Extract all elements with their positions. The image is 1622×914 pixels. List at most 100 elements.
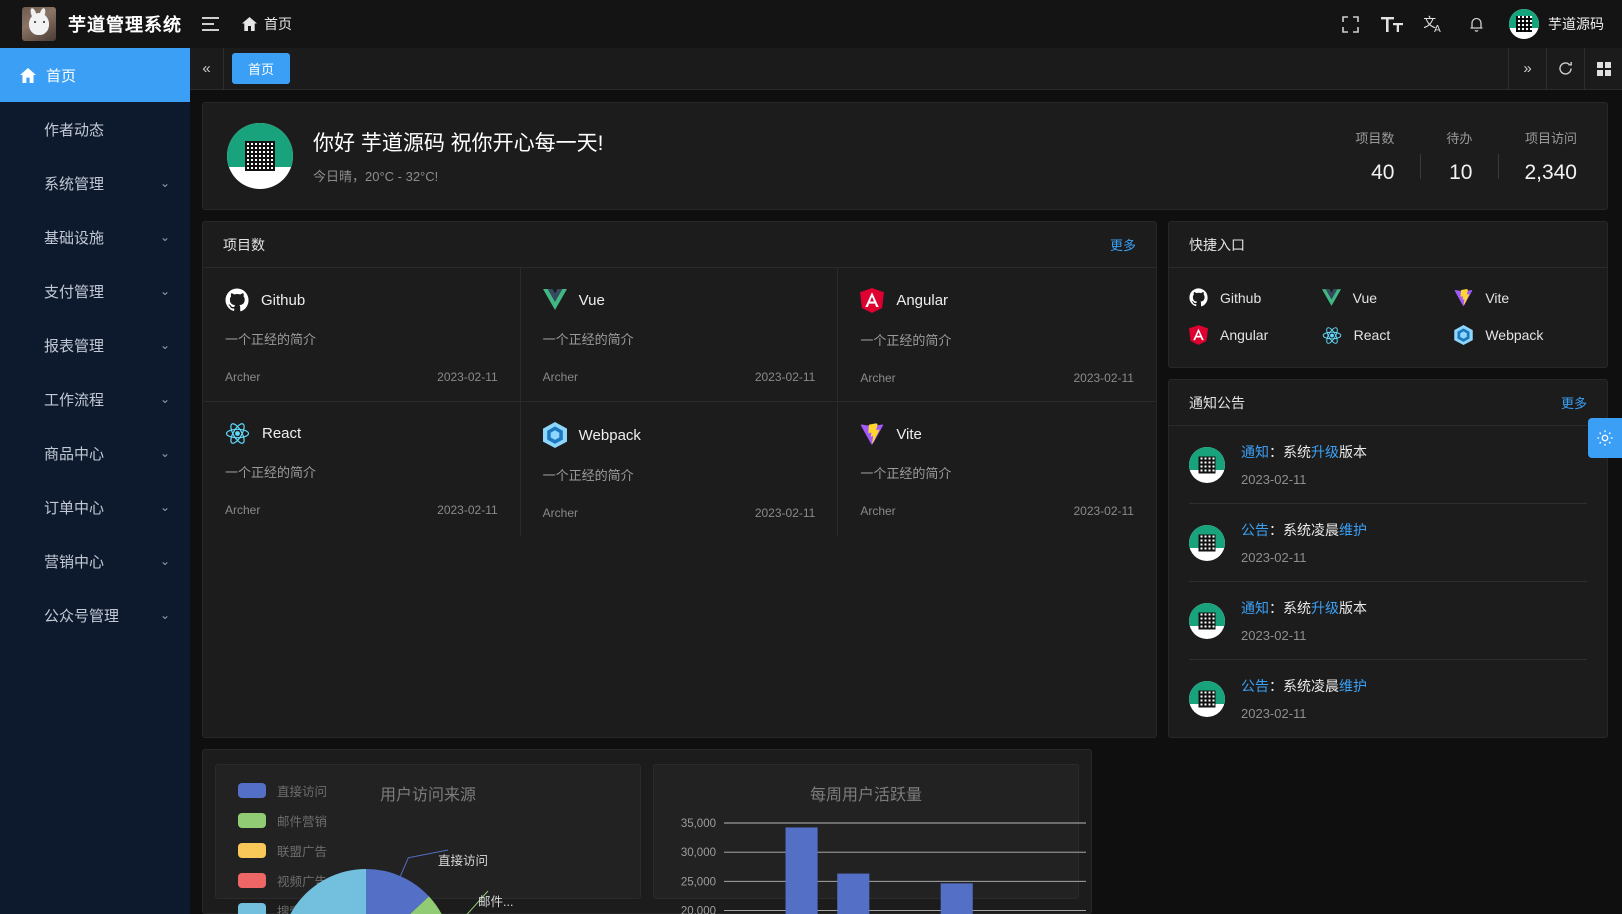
stat-projects: 项目数 40 <box>1329 128 1420 185</box>
projects-panel: 项目数 更多 Github 一个正 <box>202 221 1157 738</box>
grid-icon[interactable] <box>1584 47 1622 90</box>
fullscreen-icon[interactable] <box>1331 0 1369 48</box>
notices-list: 通知：系统升级版本 2023-02-11 公告：系统凌晨维护 2023-02-1… <box>1169 426 1607 737</box>
sidebar-item-label: 订单中心 <box>44 499 105 517</box>
app-logo-icon <box>22 7 56 41</box>
project-name: Angular <box>896 292 949 309</box>
react-icon <box>1322 326 1342 345</box>
legend-item[interactable]: 视频广告 <box>238 871 327 890</box>
chevron-down-icon: ⌄ <box>159 284 170 298</box>
sidebar-item-workflow[interactable]: 工作流程 ⌄ <box>0 372 190 426</box>
sidebar-item-product[interactable]: 商品中心 ⌄ <box>0 426 190 480</box>
sidebar-item-author-news[interactable]: 作者动态 <box>0 102 190 156</box>
pie-svg <box>280 849 489 914</box>
gear-icon <box>1596 429 1614 447</box>
quick-item-github[interactable]: Github <box>1189 288 1322 307</box>
stat-value: 2,340 <box>1524 160 1577 184</box>
y-tick-label: 30,000 <box>681 847 716 859</box>
hamburger-icon[interactable] <box>190 0 230 48</box>
chevron-down-icon: ⌄ <box>159 608 170 622</box>
font-size-icon[interactable] <box>1373 0 1411 48</box>
project-date: 2023-02-11 <box>437 503 498 517</box>
list-item[interactable]: 公告：系统凌晨维护 2023-02-11 <box>1189 504 1587 582</box>
bar-svg: 05,00010,00015,00020,00025,00030,00035,0… <box>681 818 1086 914</box>
chevron-down-icon: ⌄ <box>159 176 170 190</box>
stat-label: 项目数 <box>1355 130 1395 146</box>
chart-title: 每周用户活跃量 <box>809 787 922 804</box>
chevron-double-left-icon[interactable]: « <box>190 47 224 90</box>
pie-slice[interactable] <box>280 869 418 914</box>
brand[interactable]: 芋道管理系统 <box>0 7 190 41</box>
notice-date: 2023-02-11 <box>1241 706 1307 721</box>
chevron-down-icon: ⌄ <box>159 554 170 568</box>
tab-home[interactable]: 首页 <box>232 53 291 84</box>
quick-item-vite[interactable]: Vite <box>1454 288 1587 307</box>
legend-label: 视频广告 <box>277 875 328 889</box>
list-item[interactable]: 通知：系统升级版本 2023-02-11 <box>1189 582 1587 660</box>
legend-item[interactable]: 直接访问 <box>238 781 327 800</box>
chevron-double-right-icon[interactable]: » <box>1508 47 1546 90</box>
project-name: Vue <box>578 291 605 309</box>
refresh-icon[interactable] <box>1546 47 1584 90</box>
bar[interactable] <box>785 827 818 914</box>
project-author: Archer <box>542 370 578 384</box>
sidebar-item-label: 基础设施 <box>44 229 105 247</box>
sidebar-item-infra[interactable]: 基础设施 ⌄ <box>0 210 190 264</box>
project-card[interactable]: React 一个正经的简介 Archer 2023-02-11 <box>203 402 521 536</box>
quick-item-angular[interactable]: Angular <box>1189 325 1322 345</box>
bell-icon[interactable] <box>1457 0 1495 48</box>
list-item[interactable]: 公告：系统凌晨维护 2023-02-11 <box>1189 660 1587 737</box>
sidebar: 首页 作者动态 系统管理 ⌄ 基础设施 ⌄ 支付管理 ⌄ 报表管理 ⌄ <box>0 48 190 914</box>
chevron-down-icon: ⌄ <box>159 446 170 460</box>
charts-panel: 用户访问来源 直接访问 邮件营销 联盟广告 视频广告 搜索引擎 直接访问 邮件.… <box>202 749 1092 914</box>
projects-more-link[interactable]: 更多 <box>1109 238 1136 253</box>
notice-date: 2023-02-11 <box>1241 628 1307 643</box>
project-card[interactable]: Vue 一个正经的简介 Archer 2023-02-11 <box>520 268 839 402</box>
list-item[interactable]: 通知：系统升级版本 2023-02-11 <box>1189 426 1587 504</box>
sidebar-item-system[interactable]: 系统管理 ⌄ <box>0 156 190 210</box>
project-card[interactable]: Angular 一个正经的简介 Archer 2023-02-11 <box>838 268 1156 402</box>
notice-avatar <box>1189 680 1225 717</box>
breadcrumb[interactable]: 首页 <box>242 14 292 34</box>
chart-title: 用户访问来源 <box>379 787 476 804</box>
quick-item-label: Angular <box>1220 327 1269 343</box>
pie-leader-line <box>466 890 489 914</box>
project-date: 2023-02-11 <box>754 506 816 520</box>
sidebar-item-order[interactable]: 订单中心 ⌄ <box>0 480 190 534</box>
quick-item-react[interactable]: React <box>1322 325 1455 345</box>
settings-drawer-button[interactable] <box>1588 418 1622 458</box>
sidebar-item-marketing[interactable]: 营销中心 ⌄ <box>0 534 190 588</box>
project-card[interactable]: Webpack 一个正经的简介 Archer 2023-02-11 <box>521 402 839 536</box>
quick-item-vue[interactable]: Vue <box>1321 288 1455 307</box>
legend-item[interactable]: 邮件营销 <box>238 811 327 830</box>
sidebar-item-home[interactable]: 首页 <box>0 48 190 102</box>
legend-item[interactable]: 联盟广告 <box>238 841 327 860</box>
pie-slice[interactable] <box>366 896 452 914</box>
projects-header: 项目数 更多 <box>203 222 1156 268</box>
sidebar-item-mp[interactable]: 公众号管理 ⌄ <box>0 588 190 642</box>
user-menu[interactable]: 芋道源码 <box>1499 9 1604 39</box>
sidebar-item-label: 营销中心 <box>44 553 105 571</box>
chevron-down-icon: ⌄ <box>159 500 170 514</box>
notice-title: 通知：系统升级版本 <box>1241 444 1367 460</box>
project-desc: 一个正经的简介 <box>860 333 952 348</box>
notice-title: 公告：系统凌晨维护 <box>1241 522 1367 538</box>
project-card[interactable]: Github 一个正经的简介 Archer 2023-02-11 <box>203 268 521 402</box>
pie-slice[interactable] <box>366 869 429 914</box>
vite-icon <box>860 422 884 446</box>
project-desc: 一个正经的简介 <box>542 468 634 483</box>
quick-item-label: Github <box>1220 289 1262 306</box>
quick-item-label: Webpack <box>1485 327 1544 343</box>
right-column: 快捷入口 Github <box>1168 221 1608 738</box>
quick-item-webpack[interactable]: Webpack <box>1454 325 1587 345</box>
bar[interactable] <box>940 883 973 914</box>
bar[interactable] <box>837 873 870 914</box>
project-card[interactable]: Vite 一个正经的简介 Archer 2023-02-11 <box>838 402 1156 536</box>
stat-todo: 待办 10 <box>1420 128 1498 185</box>
sidebar-item-report[interactable]: 报表管理 ⌄ <box>0 318 190 372</box>
notices-more-link[interactable]: 更多 <box>1560 396 1587 411</box>
sidebar-item-payment[interactable]: 支付管理 ⌄ <box>0 264 190 318</box>
